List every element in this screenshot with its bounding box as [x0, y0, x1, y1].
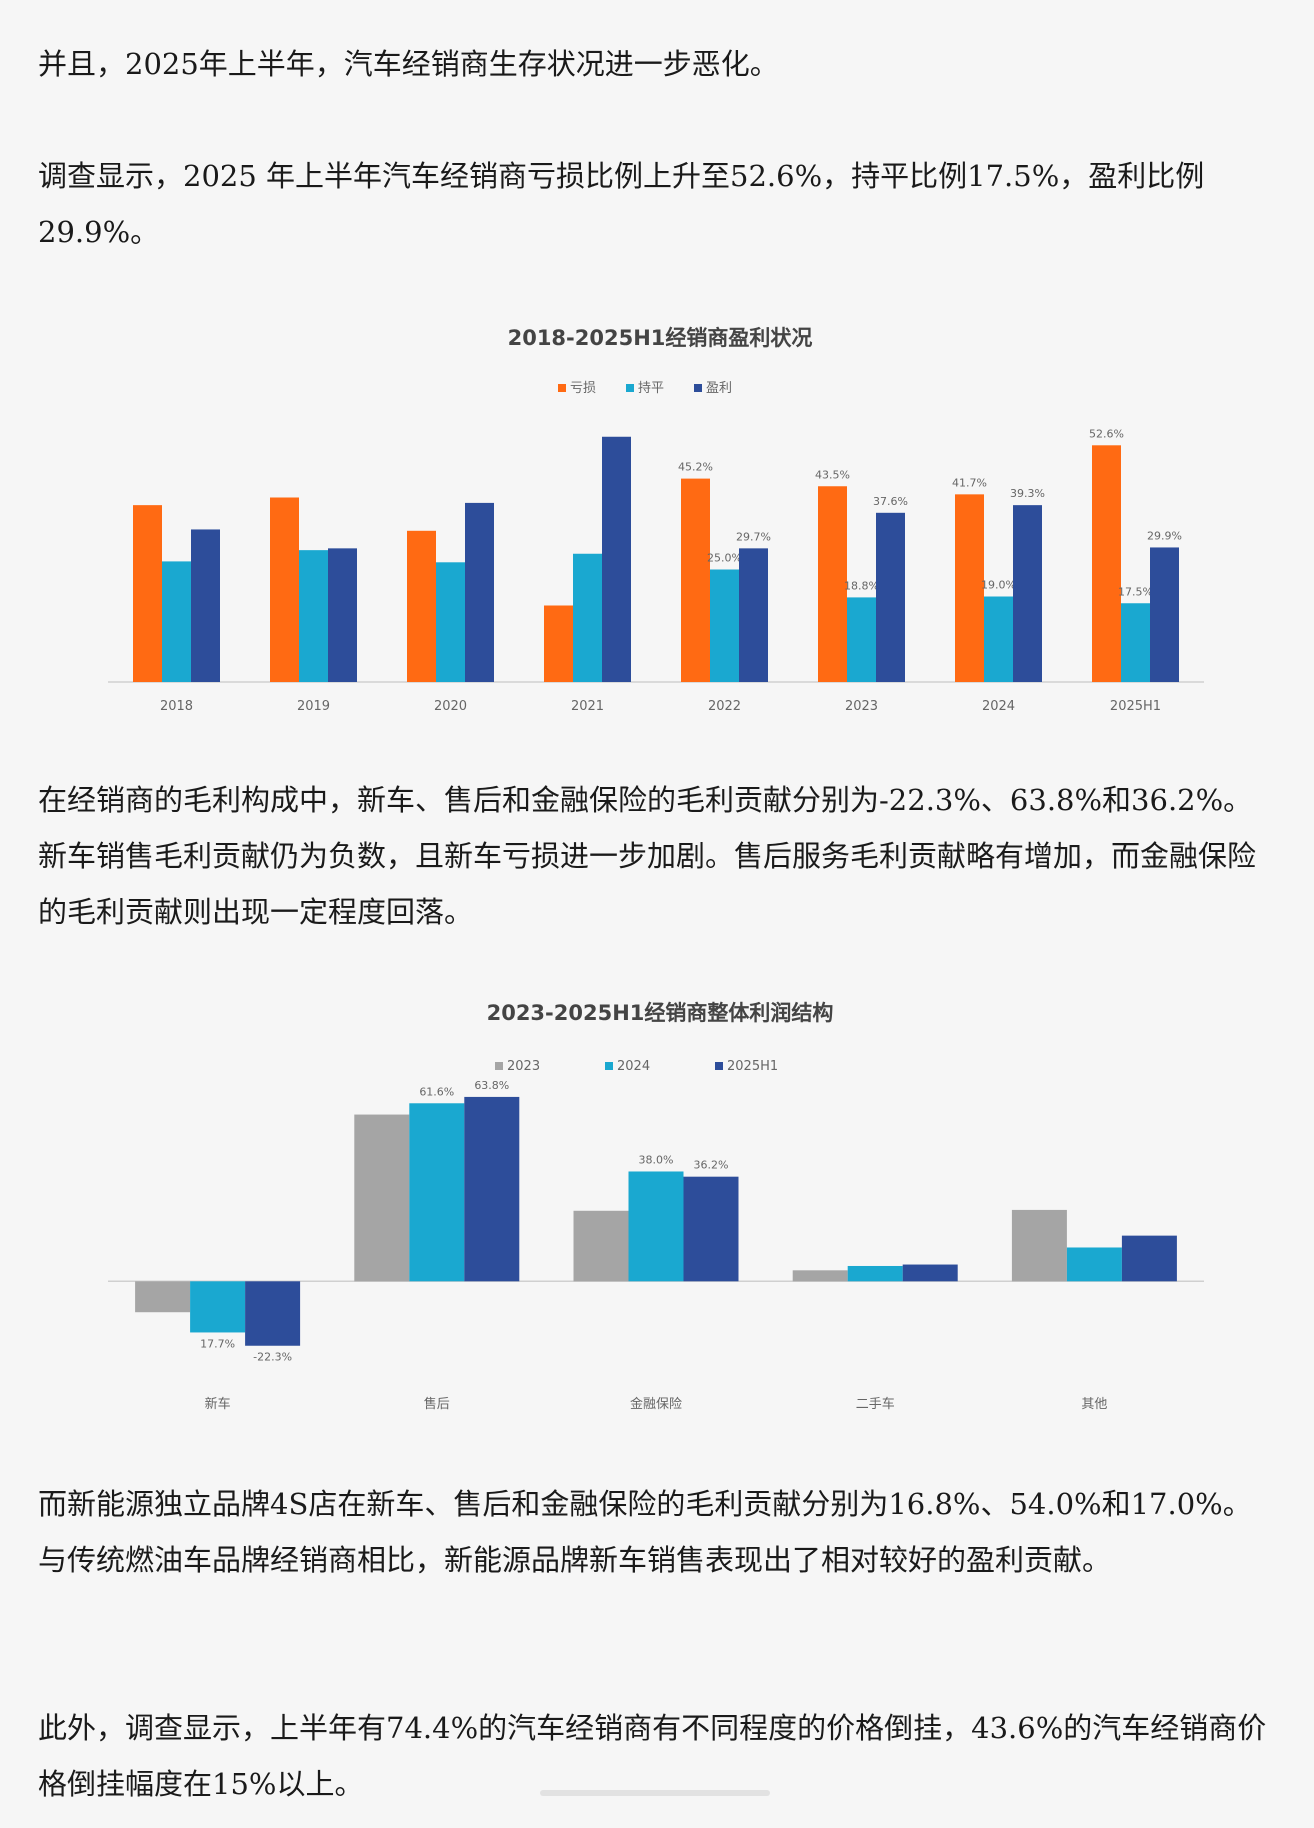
bar-持平-2018 [162, 561, 191, 682]
bar-2025H1-金融保险 [683, 1176, 739, 1282]
bar-2024-新车 [190, 1281, 246, 1333]
paragraph-survey-result: 调查显示，2025 年上半年汽车经销商亏损比例上升至52.6%，持平比例17.5… [38, 159, 1205, 249]
data-label-2024-新车: 17.7% [200, 1337, 235, 1350]
x-tick-二手车: 二手车 [856, 1396, 895, 1412]
bar-盈利-2018 [191, 529, 220, 682]
x-tick-2022: 2022 [708, 699, 741, 714]
bar-持平-2020 [436, 562, 465, 682]
chart-profit-structure: 2023-2025H1经销商整体利润结构 2023 2024 2025H1 17.7% -… [100, 990, 1220, 1430]
legend-label-2024: 2024 [617, 1059, 650, 1074]
x-tick-售后: 售后 [424, 1396, 450, 1412]
x-tick-金融保险: 金融保险 [630, 1396, 682, 1412]
paragraph-price-inversion: 此外，调查显示，上半年有74.4%的汽车经销商有不同程度的价格倒挂，43.6%的… [38, 1711, 1267, 1801]
scroll-indicator [540, 1790, 770, 1796]
bar-持平-2023 [847, 597, 876, 682]
data-label-持平-2024: 19.0% [981, 579, 1016, 592]
legend-swatch-盈利 [694, 384, 702, 392]
bar-亏损-2025H1 [1092, 445, 1121, 682]
x-tick-新车: 新车 [205, 1396, 231, 1412]
bar-盈利-2023 [876, 512, 905, 682]
chart-title: 2023-2025H1经销商整体利润结构 [487, 1001, 834, 1025]
bar-2025H1-新车 [245, 1281, 301, 1346]
bar-盈利-2025H1 [1150, 547, 1179, 682]
bar-持平-2022 [710, 569, 739, 682]
bar-2025H1-其他 [1121, 1235, 1177, 1282]
paragraph-intro: 并且，2025年上半年，汽车经销商生存状况进一步恶化。 [38, 47, 779, 81]
bar-2024-其他 [1066, 1247, 1122, 1282]
data-label-盈利-2025H1: 29.9% [1147, 529, 1182, 542]
data-label-亏损-2024: 41.7% [952, 476, 987, 489]
bar-盈利-2021 [602, 436, 631, 682]
bar-持平-2021 [573, 553, 602, 682]
bar-亏损-2021 [544, 605, 573, 682]
chart-title: 2018-2025H1经销商盈利状况 [508, 326, 813, 350]
data-label-盈利-2022: 29.7% [736, 530, 771, 543]
bar-亏损-2019 [270, 497, 299, 682]
bar-2023-金融保险 [573, 1210, 629, 1282]
legend-label-盈利: 盈利 [706, 381, 732, 396]
x-tick-其他: 其他 [1081, 1397, 1107, 1412]
legend-label-亏损: 亏损 [570, 381, 596, 396]
paragraph-nev-brands: 而新能源独立品牌4S店在新车、售后和金融保险的毛利贡献分别为16.8%、54.0… [38, 1487, 1252, 1577]
data-label-2025H1-售后: 63.8% [474, 1079, 509, 1092]
bar-持平-2024 [984, 596, 1013, 682]
chart-profit-structure-svg: 2023-2025H1经销商整体利润结构 2023 2024 2025H1 17.7% -… [108, 1001, 1204, 1412]
bar-2023-售后 [354, 1114, 410, 1282]
bar-亏损-2024 [955, 494, 984, 682]
legend-label-2025H1: 2025H1 [727, 1059, 778, 1074]
legend-swatch-2023 [495, 1062, 503, 1070]
x-tick-2018: 2018 [160, 699, 193, 714]
bar-盈利-2020 [465, 502, 494, 682]
legend-swatch-2025H1 [715, 1062, 723, 1070]
bar-亏损-2018 [133, 505, 162, 682]
bar-盈利-2022 [739, 548, 768, 682]
data-label-2024-售后: 61.6% [419, 1085, 454, 1098]
data-label-持平-2025H1: 17.5% [1118, 585, 1153, 598]
bar-盈利-2019 [328, 548, 357, 682]
data-label-盈利-2024: 39.3% [1010, 487, 1045, 500]
bar-2024-金融保险 [628, 1171, 684, 1282]
data-label-亏损-2025H1: 52.6% [1089, 427, 1124, 440]
paragraph-gross-profit: 在经销商的毛利构成中，新车、售后和金融保险的毛利贡献分别为-22.3%、63.8… [38, 783, 1257, 929]
legend-swatch-2024 [605, 1062, 613, 1070]
bar-亏损-2022 [681, 478, 710, 682]
bar-2023-新车 [135, 1281, 191, 1313]
data-label-2024-金融保险: 38.0% [639, 1153, 674, 1166]
x-tick-2019: 2019 [297, 699, 330, 714]
chart-profit-status: 2018-2025H1经销商盈利状况亏损 持平 盈利 2018 2019 2020 2021… [100, 310, 1220, 730]
data-label-2025H1-新车: -22.3% [253, 1351, 292, 1364]
x-tick-2023: 2023 [845, 699, 878, 714]
x-tick-2024: 2024 [982, 699, 1015, 714]
bar-2024-二手车 [847, 1265, 903, 1282]
x-tick-2025H1: 2025H1 [1110, 699, 1161, 714]
data-label-持平-2023: 18.8% [844, 579, 879, 592]
data-label-亏损-2023: 43.5% [815, 468, 850, 481]
bar-2025H1-二手车 [902, 1264, 958, 1282]
x-tick-2020: 2020 [434, 699, 467, 714]
bar-盈利-2024 [1013, 505, 1042, 682]
legend-swatch-亏损 [558, 384, 566, 392]
bar-持平-2025H1 [1121, 603, 1150, 682]
legend-swatch-持平 [626, 384, 634, 392]
bar-持平-2019 [299, 550, 328, 682]
data-label-2025H1-金融保险: 36.2% [694, 1159, 729, 1172]
bar-亏损-2020 [407, 530, 436, 682]
data-label-持平-2022: 25.0% [707, 552, 742, 565]
bar-2025H1-售后 [464, 1096, 520, 1282]
legend-label-2023: 2023 [507, 1059, 540, 1074]
bar-2023-其他 [1011, 1209, 1067, 1282]
data-label-盈利-2023: 37.6% [873, 495, 908, 508]
data-label-亏损-2022: 45.2% [678, 461, 713, 474]
bar-2024-售后 [409, 1103, 465, 1282]
bar-2023-二手车 [792, 1270, 848, 1282]
bar-亏损-2023 [818, 486, 847, 682]
x-tick-2021: 2021 [571, 699, 604, 714]
legend-label-持平: 持平 [638, 381, 664, 396]
